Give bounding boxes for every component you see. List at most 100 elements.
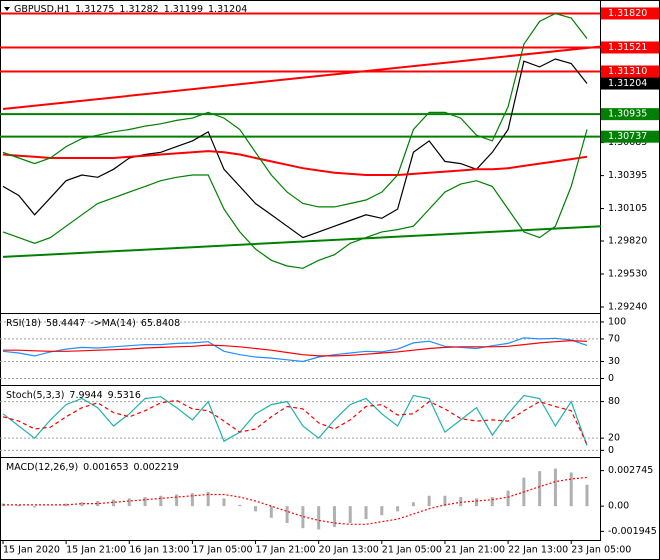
histogram-bar bbox=[80, 502, 84, 507]
panel-header: Stoch(5,3,3) 7.9944 9.5316 bbox=[6, 390, 141, 401]
histogram-bar bbox=[553, 468, 557, 507]
histogram-bar bbox=[364, 506, 368, 520]
histogram-bar bbox=[427, 495, 431, 507]
trendline bbox=[2, 225, 602, 258]
level-label-box bbox=[601, 41, 659, 54]
indicator-name: Stoch(5,3,3) bbox=[6, 390, 64, 401]
y-tick-label: 100 bbox=[608, 316, 626, 327]
y-tick-label: 0.002745 bbox=[608, 465, 653, 476]
level-label: 1.30737 bbox=[608, 131, 647, 142]
series-line bbox=[2, 399, 588, 445]
histogram-bar bbox=[411, 502, 415, 507]
y-tick-label: 0.00 bbox=[608, 501, 629, 512]
series-line bbox=[2, 337, 588, 363]
x-tick-label: 22 Jan 13:00 bbox=[508, 545, 568, 556]
series-line bbox=[2, 58, 588, 239]
collapse-icon[interactable] bbox=[4, 7, 10, 11]
histogram-bar bbox=[490, 497, 494, 507]
x-tick-label: 17 Jan 21:00 bbox=[256, 545, 316, 556]
histogram-bar bbox=[585, 484, 589, 507]
x-tick-label: 15 Jan 21:00 bbox=[66, 545, 126, 556]
x-tick-label: 15 Jan 2020 bbox=[3, 545, 60, 556]
histogram-bar bbox=[332, 506, 336, 527]
indicator-value: 65.8408 bbox=[141, 318, 180, 329]
y-tick-label: 20 bbox=[608, 433, 620, 444]
panel-header: GBPUSD,H1 1.31275 1.31282 1.31199 1.31204 bbox=[14, 4, 247, 15]
series-line bbox=[2, 12, 588, 208]
indicator-name: MACD(12,26,9) bbox=[6, 462, 78, 473]
histogram-bar bbox=[459, 497, 463, 507]
histogram-bar bbox=[285, 506, 289, 523]
level-label-box bbox=[601, 7, 659, 20]
histogram-bar bbox=[475, 498, 479, 507]
x-tick-label: 16 Jan 13:00 bbox=[129, 545, 189, 556]
histogram-bar bbox=[348, 506, 352, 523]
trendline bbox=[2, 45, 602, 111]
ohlc-value: 1.31282 bbox=[119, 4, 158, 15]
histogram-bar bbox=[64, 503, 68, 507]
y-tick-label: -0.001945 bbox=[608, 526, 657, 537]
histogram-bar bbox=[301, 506, 305, 529]
panel-header: RSI(18) 58.4447 ->MA(14) 65.8408 bbox=[6, 318, 180, 329]
y-tick-label: 1.29240 bbox=[608, 301, 647, 312]
current-price-box bbox=[601, 77, 659, 90]
x-tick-label: 23 Jan 05:00 bbox=[571, 545, 631, 556]
indicator-value: 9.5316 bbox=[108, 390, 141, 401]
level-label: 1.31820 bbox=[608, 8, 647, 19]
ohlc-value: 1.31199 bbox=[164, 4, 203, 15]
histogram-bar bbox=[111, 499, 115, 507]
histogram-bar bbox=[443, 495, 447, 507]
level-label-box bbox=[601, 65, 659, 78]
level-label: 1.31521 bbox=[608, 42, 647, 53]
histogram-bar bbox=[396, 506, 400, 512]
x-tick-label: 21 Jan 05:00 bbox=[382, 545, 442, 556]
y-tick-label: 1.30105 bbox=[608, 203, 647, 214]
histogram-bar bbox=[569, 472, 573, 507]
indicator-name: ->MA(14) bbox=[90, 318, 136, 329]
series-line bbox=[2, 150, 588, 176]
y-tick-label: 0 bbox=[608, 373, 614, 384]
histogram-bar bbox=[17, 504, 21, 507]
series-line bbox=[3, 339, 588, 357]
histogram-bar bbox=[127, 498, 131, 507]
y-tick-label: 30 bbox=[608, 356, 620, 367]
indicator-value: 0.002219 bbox=[134, 462, 179, 473]
x-tick-label: 17 Jan 05:00 bbox=[192, 545, 252, 556]
y-tick-label: 1.29530 bbox=[608, 269, 647, 280]
level-label-box bbox=[601, 108, 659, 121]
indicator-value: 7.9944 bbox=[69, 390, 102, 401]
histogram-bar bbox=[317, 506, 321, 530]
current-price-label: 1.31204 bbox=[608, 78, 647, 89]
level-label: 1.30935 bbox=[608, 109, 647, 120]
y-tick-label: 70 bbox=[608, 333, 620, 344]
series-line bbox=[3, 476, 588, 525]
histogram-bar bbox=[96, 500, 100, 507]
histogram-bar bbox=[254, 506, 258, 512]
histogram-bar bbox=[175, 494, 179, 507]
histogram-bar bbox=[159, 495, 163, 507]
x-tick-label: 21 Jan 21:00 bbox=[445, 545, 505, 556]
y-tick-label: 80 bbox=[608, 396, 620, 407]
histogram-bar bbox=[143, 497, 147, 507]
y-tick-label: 0 bbox=[608, 445, 614, 456]
y-tick-label: 1.30395 bbox=[608, 170, 647, 181]
symbol: GBPUSD,H1 bbox=[14, 4, 70, 15]
histogram-bar bbox=[506, 490, 510, 507]
series-line bbox=[2, 129, 588, 269]
level-label-box bbox=[601, 130, 659, 143]
panel-header: MACD(12,26,9) 0.001653 0.002219 bbox=[6, 462, 179, 473]
histogram-bar bbox=[238, 504, 242, 507]
histogram-bar bbox=[380, 506, 384, 516]
indicator-name: RSI(18) bbox=[6, 318, 41, 329]
histogram-bar bbox=[222, 498, 226, 507]
x-tick-label: 20 Jan 13:00 bbox=[319, 545, 379, 556]
histogram-bar bbox=[33, 506, 37, 508]
histogram-bar bbox=[206, 491, 210, 507]
histogram-bar bbox=[269, 506, 273, 518]
indicator-value: 0.001653 bbox=[83, 462, 128, 473]
level-label: 1.31310 bbox=[608, 66, 647, 77]
series-line bbox=[2, 394, 588, 446]
ohlc-value: 1.31275 bbox=[75, 4, 114, 15]
